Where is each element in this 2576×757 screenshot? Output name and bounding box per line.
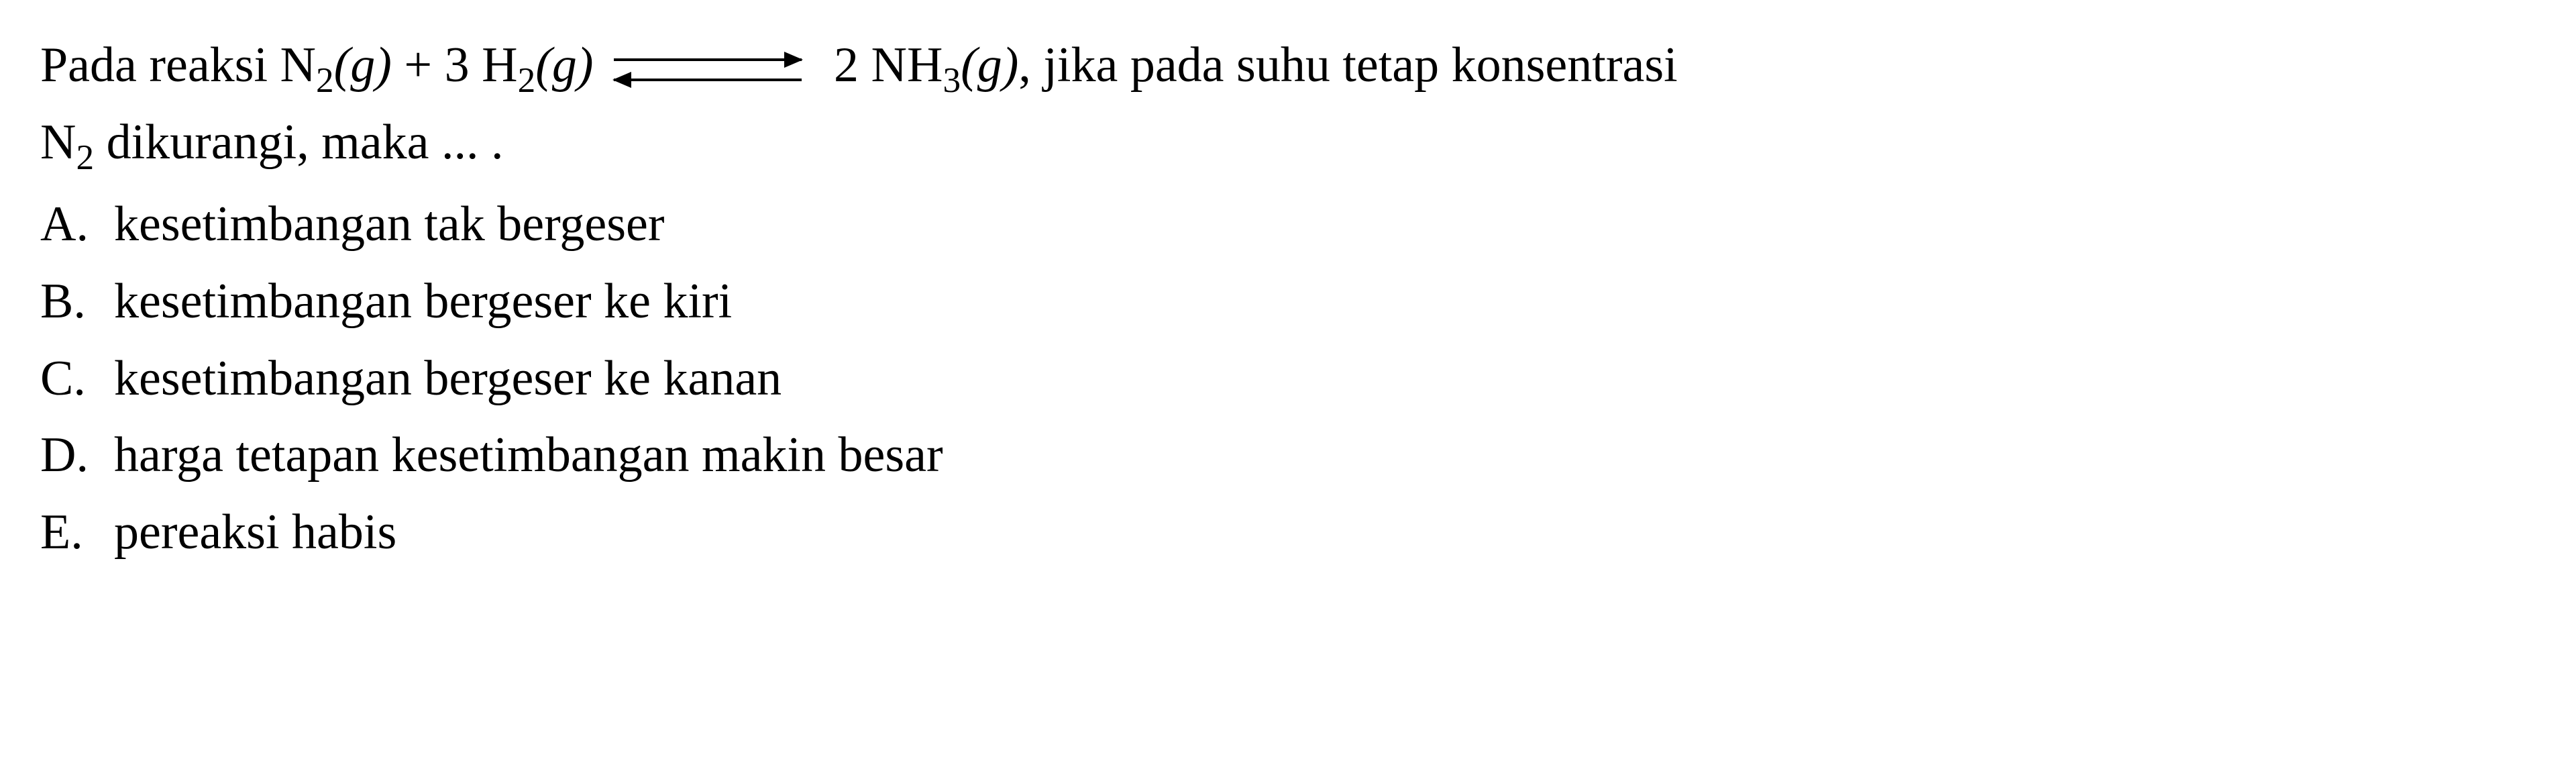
text-segment: 2 NH: [822, 38, 943, 93]
text-segment: N: [40, 115, 76, 170]
text-segment: (g): [535, 38, 593, 93]
options-list: A. kesetimbangan tak bergeser B. kesetim…: [40, 186, 2536, 570]
option-letter: A.: [40, 186, 114, 263]
text-segment: (g): [334, 38, 392, 93]
option-text: kesetimbangan bergeser ke kanan: [114, 340, 2536, 417]
subscript: 3: [943, 60, 961, 100]
option-text: kesetimbangan tak bergeser: [114, 186, 2536, 263]
option-letter: E.: [40, 494, 114, 571]
option-c: C. kesetimbangan bergeser ke kanan: [40, 340, 2536, 417]
text-segment: , jika pada suhu tetap konsentrasi: [1018, 38, 1677, 93]
subscript: 2: [316, 60, 334, 100]
question-stem: Pada reaksi N2(g) + 3 H2(g) 2 NH3(g), ji…: [40, 27, 2536, 181]
arrow-right-icon: [614, 58, 802, 61]
option-a: A. kesetimbangan tak bergeser: [40, 186, 2536, 263]
text-segment: Pada reaksi N: [40, 38, 316, 93]
question-line-2: N2 dikurangi, maka ... .: [40, 104, 2536, 181]
option-text: harga tetapan kesetimbangan makin besar: [114, 417, 2536, 494]
text-segment: (g): [961, 38, 1018, 93]
option-text: pereaksi habis: [114, 494, 2536, 571]
text-segment: dikurangi, maka ... .: [94, 115, 503, 170]
option-d: D. harga tetapan kesetimbangan makin bes…: [40, 417, 2536, 494]
subscript: 2: [518, 60, 536, 100]
option-letter: D.: [40, 417, 114, 494]
option-letter: C.: [40, 340, 114, 417]
subscript: 2: [76, 137, 94, 176]
option-text: kesetimbangan bergeser ke kiri: [114, 263, 2536, 340]
equilibrium-arrows-icon: [614, 53, 802, 87]
arrow-left-icon: [614, 79, 802, 81]
option-letter: B.: [40, 263, 114, 340]
option-e: E. pereaksi habis: [40, 494, 2536, 571]
option-b: B. kesetimbangan bergeser ke kiri: [40, 263, 2536, 340]
text-segment: + 3 H: [392, 38, 518, 93]
question-line-1: Pada reaksi N2(g) + 3 H2(g) 2 NH3(g), ji…: [40, 27, 2536, 104]
question-container: Pada reaksi N2(g) + 3 H2(g) 2 NH3(g), ji…: [40, 27, 2536, 571]
